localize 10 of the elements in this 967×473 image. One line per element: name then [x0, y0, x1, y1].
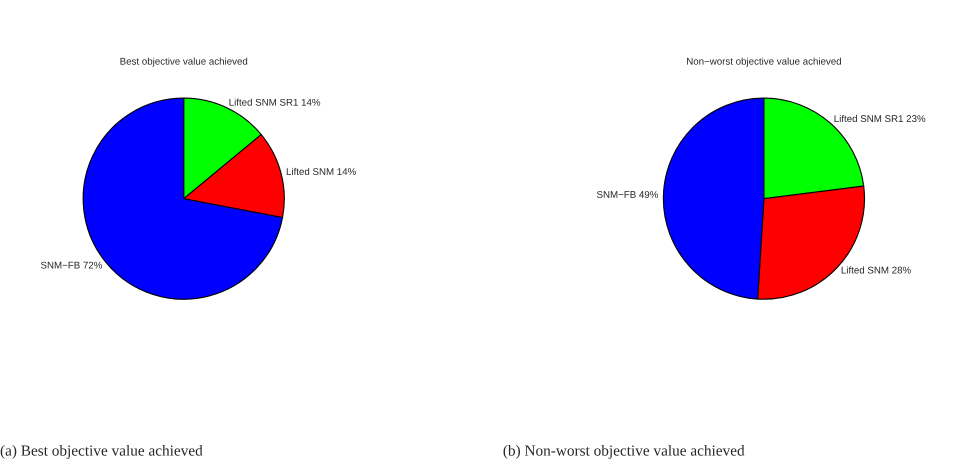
text: (b) Non-worst objective value achieved [504, 444, 744, 459]
text: (a) Best objective value achieved [0, 444, 203, 459]
slice-label: SNM−FB 49% [596, 191, 658, 198]
slice-label: Lifted SNM 14% [286, 168, 356, 176]
slice-label: Lifted SNM 28% [842, 266, 911, 274]
chart-title: Non−worst objective value achieved [687, 58, 841, 67]
chart-title: Best objective value achieved [120, 58, 248, 67]
slice-label: Lifted SNM SR1 23% [834, 114, 926, 122]
slice-label: Lifted SNM SR1 14% [229, 98, 320, 106]
slice-label: SNM−FB 72% [40, 262, 102, 269]
